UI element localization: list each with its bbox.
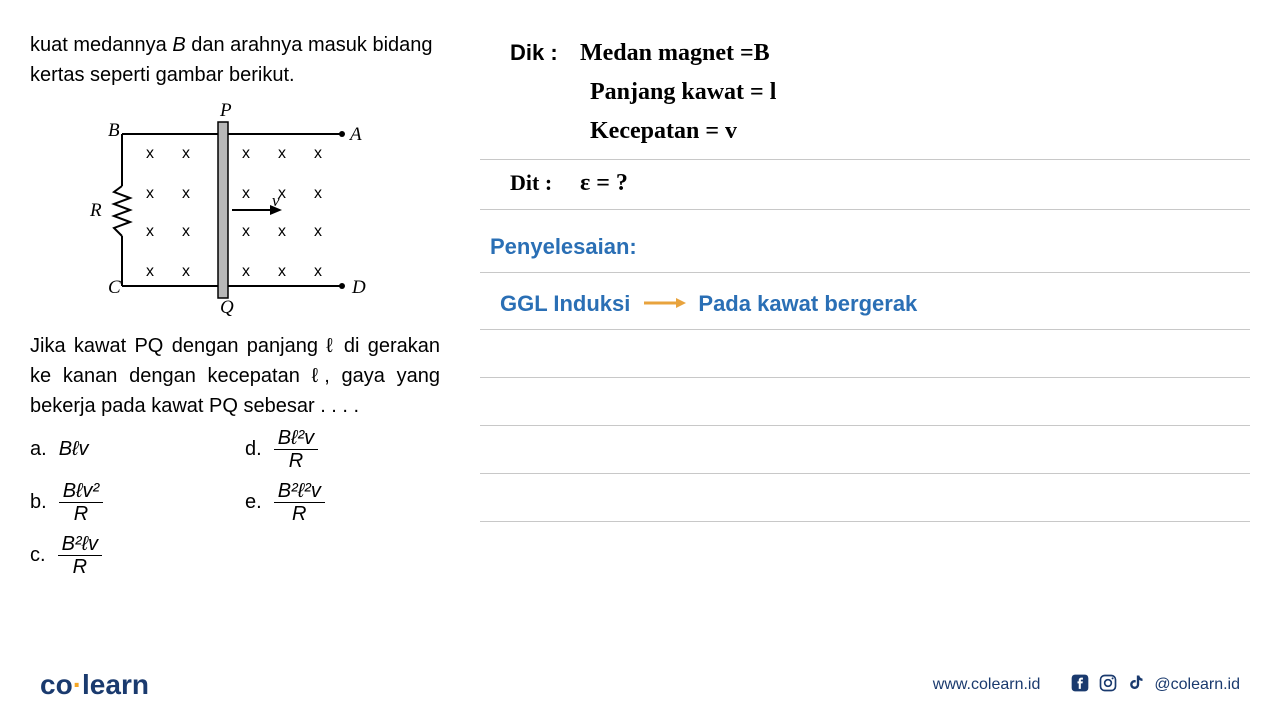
facebook-icon[interactable] [1070,673,1090,698]
problem-question: Jika kawat PQ dengan panjang ℓ di geraka… [30,331,440,421]
option-label: a. [30,438,47,461]
option-fraction: B²ℓ²v R [274,480,325,525]
option-e: e. B²ℓ²v R [245,480,440,525]
option-fraction: Bℓ²v R [274,427,318,472]
circuit-diagram: P B A R C D Q [60,98,440,323]
label-q: Q [220,297,234,318]
svg-text:x: x [242,263,250,280]
svg-text:x: x [314,223,322,240]
dik-label: Dik : [510,40,560,67]
option-value: Bℓv [59,438,89,461]
text-fragment: kuat medannya [30,34,172,56]
svg-text:x: x [278,223,286,240]
text-fragment: sebesar . . . . [238,395,359,417]
svg-text:x: x [242,223,250,240]
logo-part2: learn [82,669,149,700]
option-fraction: B²ℓv R [58,533,102,578]
fraction-den: R [288,503,310,525]
option-label: c. [30,544,46,567]
svg-text:x: x [146,145,154,162]
option-label: b. [30,491,47,514]
svg-text:x: x [314,185,322,202]
website-link[interactable]: www.colearn.id [933,676,1041,694]
svg-text:x: x [146,223,154,240]
label-a: A [348,124,362,145]
dit-value: ε = ? [580,170,628,197]
dik-line-2: Panjang kawat = l [590,79,776,105]
svg-text:x: x [314,145,322,162]
right-panel: Dik : Medan magnet =B Panjang kawat = l … [440,30,1250,640]
variable-pq2: PQ [209,395,238,417]
problem-intro: kuat medannya B dan arahnya masuk bidang… [30,30,440,90]
svg-text:x: x [182,223,190,240]
label-b: B [108,120,120,141]
fraction-num: B²ℓv [58,533,102,556]
social-links: @colearn.id [1070,673,1240,698]
fraction-den: R [70,503,92,525]
svg-text:x: x [146,263,154,280]
logo-part1: co [40,669,73,700]
ggl-right-text: Pada kawat bergerak [698,291,917,317]
footer: co·learn www.colearn.id @colearn.id [0,650,1280,720]
text-fragment: Jika kawat [30,335,134,357]
option-a: a. Bℓv [30,438,225,461]
fraction-den: R [69,556,91,578]
main-container: kuat medannya B dan arahnya masuk bidang… [0,0,1280,640]
label-d: D [351,277,366,298]
label-p: P [219,100,232,121]
arrow-icon [642,293,686,316]
svg-text:x: x [182,185,190,202]
ggl-line: GGL Induksi Pada kawat bergerak [480,273,1250,330]
answer-options: a. Bℓv d. Bℓ²v R b. Bℓv² R e. B [30,427,440,578]
ggl-heading: GGL Induksi [500,291,630,317]
option-d: d. Bℓ²v R [245,427,440,472]
option-fraction: Bℓv² R [59,480,103,525]
svg-text:x: x [146,185,154,202]
text-fragment: dengan panjang [163,335,326,357]
variable-pq: PQ [134,335,163,357]
empty-rule [480,378,1250,426]
option-c: c. B²ℓv R [30,533,225,578]
fraction-num: Bℓv² [59,480,103,503]
variable-l: ℓ [326,335,335,357]
svg-text:x: x [278,185,286,202]
instagram-icon[interactable] [1098,673,1118,698]
svg-text:x: x [182,145,190,162]
dik-line-1: Medan magnet =B [580,40,770,67]
svg-text:x: x [278,263,286,280]
label-r: R [89,200,102,221]
empty-rule [480,474,1250,522]
fraction-num: B²ℓ²v [274,480,325,503]
svg-text:x: x [242,185,250,202]
penyelesaian-line: Penyelesaian: [480,210,1250,273]
empty-rule [480,330,1250,378]
variable-b: B [172,34,185,56]
svg-text:x: x [182,263,190,280]
dik-block: Dik : Medan magnet =B Panjang kawat = l … [480,30,1250,160]
option-label: e. [245,491,262,514]
penyelesaian-heading: Penyelesaian: [490,234,637,260]
option-label: d. [245,438,262,461]
footer-right: www.colearn.id @colearn.id [933,673,1240,698]
brand-logo: co·learn [40,669,149,701]
social-handle[interactable]: @colearn.id [1154,676,1240,694]
label-c: C [108,277,121,298]
empty-rule [480,426,1250,474]
variable-l2: ℓ [312,365,325,387]
dit-label: Dit : [510,170,560,196]
left-panel: kuat medannya B dan arahnya masuk bidang… [30,30,440,640]
fraction-num: Bℓ²v [274,427,318,450]
svg-text:x: x [242,145,250,162]
tiktok-icon[interactable] [1126,673,1146,698]
dit-line: Dit : ε = ? [480,160,1250,210]
option-b: b. Bℓv² R [30,480,225,525]
dik-line-3: Kecepatan = v [590,118,737,144]
logo-dot: · [73,669,82,700]
svg-text:x: x [278,145,286,162]
svg-text:x: x [314,263,322,280]
fraction-den: R [285,450,307,472]
